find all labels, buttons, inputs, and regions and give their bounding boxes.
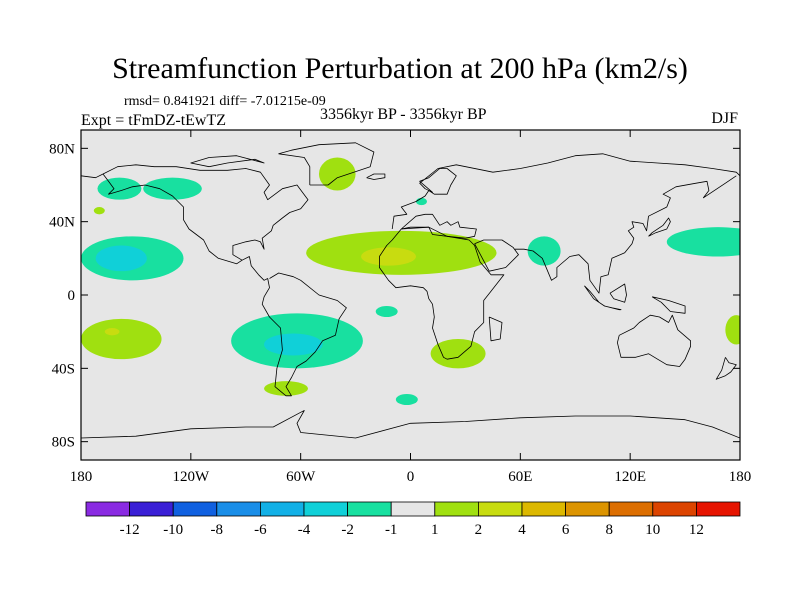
lat-tick-label: 0 [68, 288, 76, 304]
lon-tick-label: 60E [508, 469, 532, 485]
colorbar-swatch [652, 501, 697, 517]
lat-tick-label: 80N [49, 141, 75, 157]
colorbar-label: -12 [120, 522, 140, 538]
coastline [648, 217, 671, 237]
coastline [102, 173, 243, 265]
axis-ticks: 80N 40N 0 40S 80S 180 120W 60W 0 60E 120E 180 [49, 130, 751, 485]
colorbar-swatch [477, 501, 523, 517]
anomaly-region [527, 236, 561, 266]
coastline [278, 142, 375, 186]
rmsd-stats: rmsd= 0.841921 diff= -7.01215e-09 [124, 94, 326, 109]
colorbar-label: 6 [562, 522, 570, 538]
colorbar-swatch [129, 501, 174, 517]
colorbar-label: 12 [689, 522, 704, 538]
anomaly-region [264, 333, 323, 356]
colorbar-swatch [347, 501, 392, 517]
coastline [488, 316, 503, 342]
colorbar-label: -8 [211, 522, 224, 538]
colorbar-label: -1 [385, 522, 398, 538]
colorbar-label: 10 [645, 522, 660, 538]
anomaly-region [725, 315, 740, 345]
coastline [651, 296, 686, 314]
coastline [81, 410, 740, 439]
colorbar-swatch [608, 501, 654, 517]
anomaly-region [375, 306, 398, 317]
colorbar-swatch [696, 501, 741, 517]
colorbar-label: 8 [605, 522, 613, 538]
lon-tick-label: 0 [407, 469, 415, 485]
colorbar-swatch [85, 501, 130, 517]
anomaly-region [143, 177, 202, 200]
colorbar-label: -2 [341, 522, 354, 538]
colorbar-label: 2 [475, 522, 483, 538]
anomaly-region [395, 394, 418, 405]
coastline [190, 155, 265, 168]
coastline [102, 164, 347, 397]
anomaly-region [264, 381, 308, 396]
anomaly-region [430, 339, 486, 369]
coastline [391, 153, 740, 230]
colorbar: -12 -10 -8 -6 -4 -2 -1 1 2 4 6 8 10 12 [85, 501, 741, 538]
period-label: 3356kyr BP - 3356kyr BP [320, 106, 487, 123]
coastline [474, 239, 519, 272]
coastline [366, 173, 386, 180]
anomaly-region [666, 227, 740, 257]
anomaly-region [93, 207, 105, 215]
colorbar-swatch [216, 501, 261, 517]
coastline [715, 357, 737, 380]
colorbar-swatch [521, 501, 566, 517]
colorbar-swatch [303, 501, 348, 517]
colorbar-swatch [172, 501, 218, 517]
season-label: DJF [711, 110, 738, 127]
anomaly-region [97, 177, 142, 200]
anomaly-region [361, 247, 416, 266]
coastline [617, 314, 691, 367]
lon-tick-label: 180 [729, 469, 752, 485]
anomaly-region [81, 318, 162, 360]
anomaly-region [415, 197, 427, 206]
coastline [514, 175, 737, 294]
colorbar-label: 1 [431, 522, 439, 538]
coastline [584, 285, 605, 307]
lat-tick-label: 80S [52, 435, 75, 451]
colorbar-label: -4 [298, 522, 311, 538]
lat-tick-label: 40N [49, 215, 75, 231]
lon-tick-label: 180 [70, 469, 93, 485]
lon-tick-label: 60W [286, 469, 316, 485]
colorbar-label: 4 [518, 522, 526, 538]
colorbar-label: -6 [254, 522, 267, 538]
colorbar-swatch [565, 501, 610, 517]
coastline-layer [81, 142, 740, 439]
lon-tick-label: 120E [614, 469, 646, 485]
colorbar-swatch [434, 501, 479, 517]
coastline [609, 283, 627, 303]
coastline [604, 305, 622, 311]
coastline [81, 173, 104, 179]
colorbar-swatch [259, 501, 305, 517]
anomaly-region [104, 328, 120, 336]
plot-title: Streamfunction Perturbation at 200 hPa (… [112, 52, 688, 85]
lon-tick-label: 120W [172, 469, 210, 485]
lat-tick-label: 40S [52, 361, 75, 377]
coastline [379, 226, 505, 360]
anomaly-region [318, 157, 356, 191]
anomaly-region [95, 245, 147, 272]
colorbar-swatch [390, 501, 436, 517]
experiment-label: Expt = tFmDZ-tEwTZ [81, 112, 227, 129]
colorbar-label: -10 [163, 522, 183, 538]
